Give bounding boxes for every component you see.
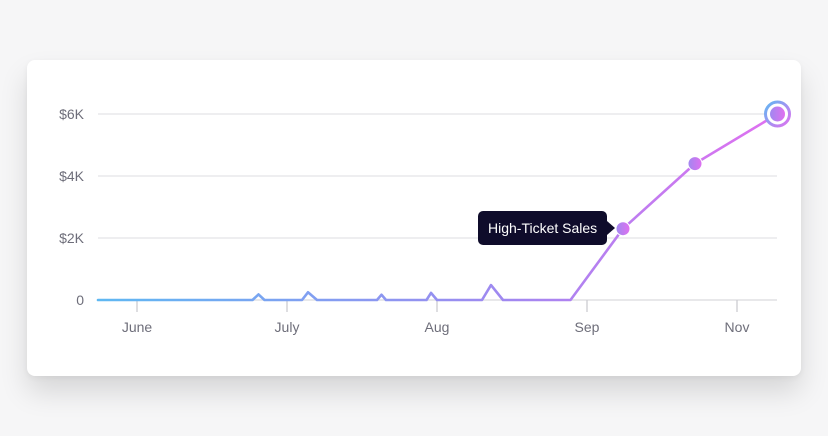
markers	[615, 100, 791, 237]
x-tick-label: Nov	[725, 319, 750, 335]
x-tick-label: Aug	[425, 319, 450, 335]
data-point[interactable]	[615, 221, 631, 237]
x-tick-label: Sep	[575, 319, 600, 335]
axes: 0 $2K $4K $6K June July Aug Sep Nov	[59, 106, 749, 335]
data-point[interactable]	[687, 156, 703, 172]
chart-card: 0 $2K $4K $6K June July Aug Sep Nov High-Ticket …	[27, 60, 801, 376]
series-layer	[96, 112, 779, 302]
x-tick-label: July	[275, 319, 300, 335]
x-tick-label: June	[122, 319, 153, 335]
y-tick-label: $2K	[59, 230, 85, 246]
y-tick-label: $6K	[59, 106, 85, 122]
series-line	[96, 112, 779, 302]
y-tick-label: 0	[76, 292, 84, 308]
data-tooltip: High-Ticket Sales	[478, 210, 616, 245]
line-chart: 0 $2K $4K $6K June July Aug Sep Nov	[59, 100, 791, 335]
grid	[98, 113, 777, 301]
data-point-highlighted[interactable]	[770, 106, 785, 122]
y-tick-label: $4K	[59, 168, 85, 184]
